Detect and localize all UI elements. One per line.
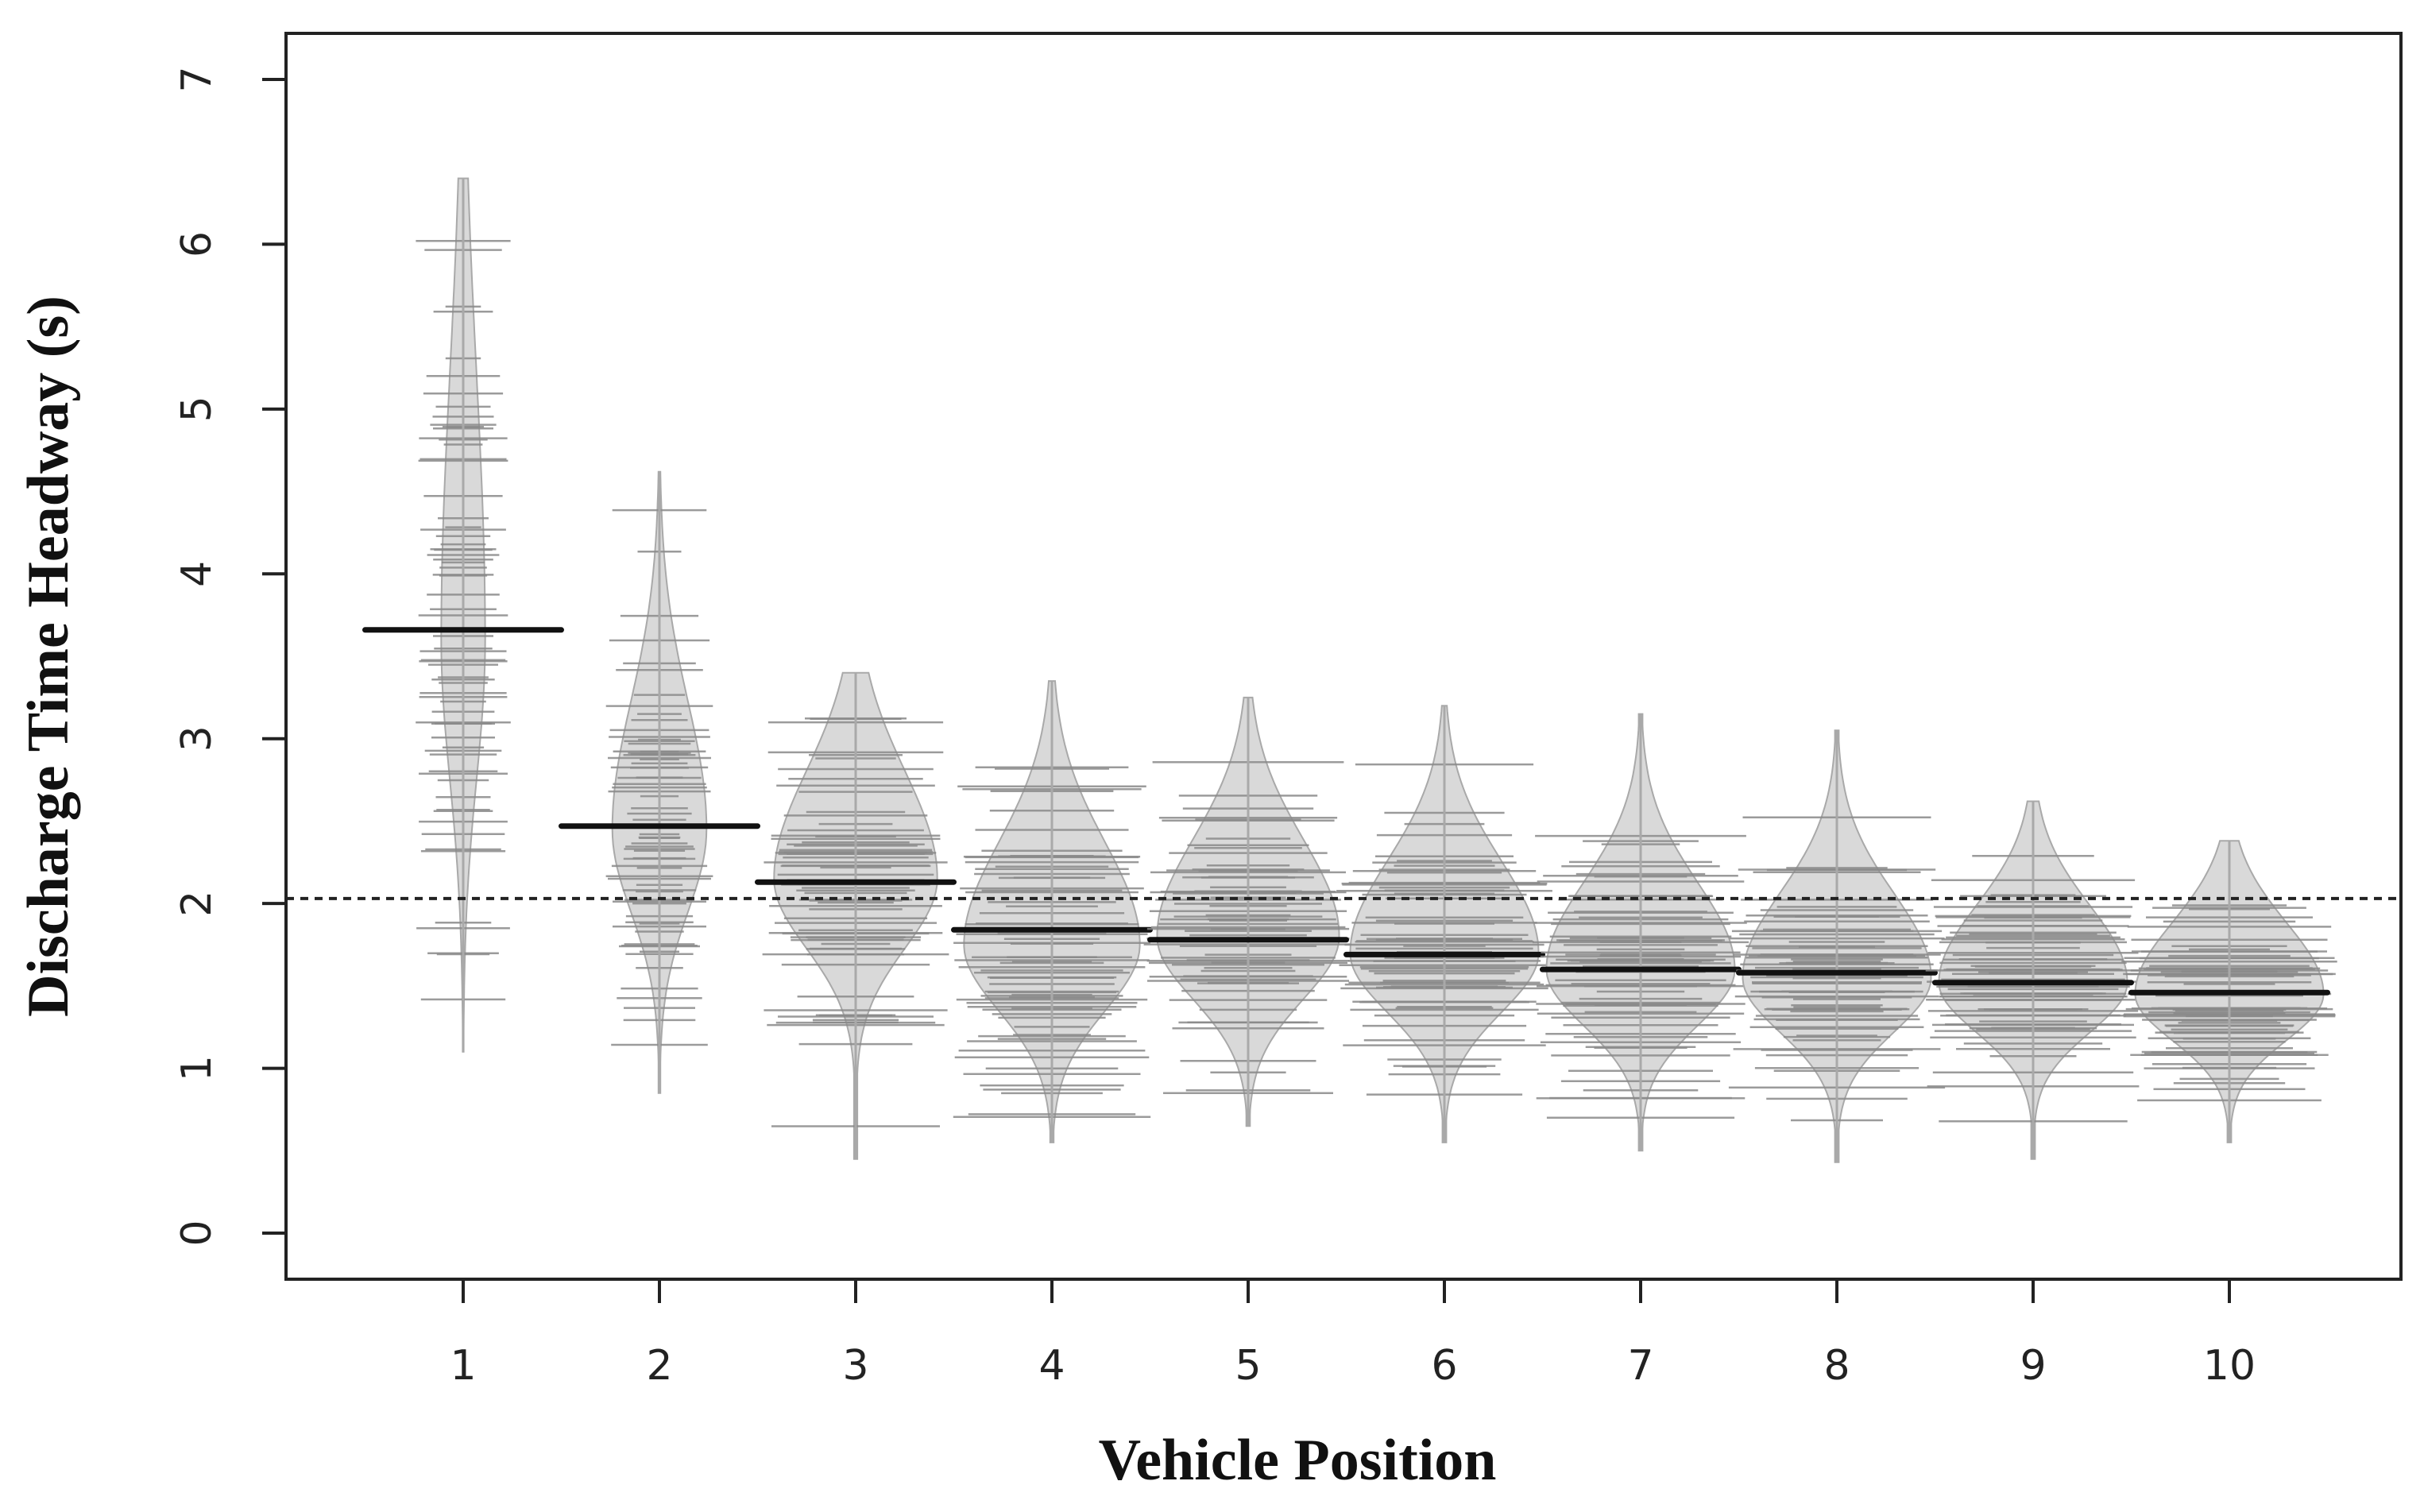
x-tick-label-9: 9 [2020, 1342, 2046, 1390]
bean-10 [2121, 840, 2337, 1143]
x-tick-label-5: 5 [1235, 1342, 1261, 1390]
y-tick-label-2: 2 [173, 891, 221, 917]
y-tick-label-7: 7 [173, 66, 221, 92]
bean-4 [951, 680, 1153, 1143]
beans-layer [362, 177, 2337, 1163]
x-tick-label-4: 4 [1038, 1342, 1065, 1390]
bean-1 [362, 177, 564, 1053]
x-tick-label-7: 7 [1627, 1342, 1653, 1390]
x-tick-label-3: 3 [842, 1342, 868, 1390]
y-tick-label-6: 6 [173, 231, 221, 257]
bean-7 [1532, 713, 1749, 1152]
y-tick-label-1: 1 [173, 1055, 221, 1081]
bean-3 [755, 671, 957, 1160]
y-tick-label-5: 5 [173, 396, 221, 422]
plot-frame [284, 32, 2403, 1281]
y-axis: 0 1 2 3 4 5 6 7 [173, 66, 286, 1247]
y-axis-title: Discharge Time Headway (s) [16, 296, 81, 1017]
bean-9 [1925, 800, 2141, 1160]
x-tick-label-6: 6 [1431, 1342, 1457, 1390]
x-tick-label-8: 8 [1823, 1342, 1850, 1390]
bean-2 [559, 470, 760, 1094]
x-tick-label-1: 1 [450, 1342, 476, 1390]
x-tick-label-2: 2 [646, 1342, 672, 1390]
bean-8 [1728, 729, 1946, 1163]
x-axis: 1 2 3 4 5 6 7 8 9 10 [450, 1279, 2256, 1390]
bean-5 [1143, 696, 1353, 1127]
y-tick-label-4: 4 [173, 561, 221, 587]
bean-6 [1336, 705, 1552, 1143]
y-tick-label-3: 3 [173, 725, 221, 752]
y-tick-label-0: 0 [173, 1220, 221, 1246]
x-tick-label-10: 10 [2203, 1342, 2256, 1390]
x-axis-title: Vehicle Position [1099, 1428, 1497, 1493]
